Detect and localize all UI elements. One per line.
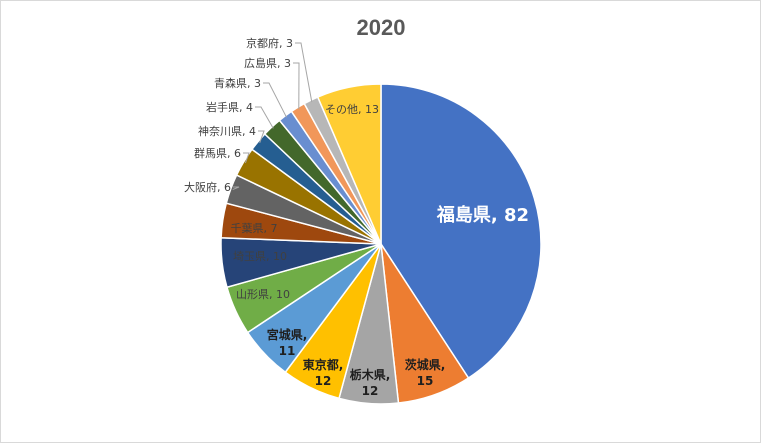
data-label: 東京都, 12 (303, 357, 344, 388)
leader-line (258, 130, 265, 143)
data-label-name: 東京都, (303, 357, 344, 372)
pie-slices (220, 83, 542, 405)
data-label: 千葉県, 7 (231, 221, 278, 235)
data-labels: 福島県, 82 茨城県, 15 栃木県, 12 東京都, 12 宮城県, 11 山形県, 10 埼玉… (184, 36, 529, 398)
data-label: 広島県, 3 (244, 56, 291, 70)
leader-line (293, 62, 300, 110)
leader-line (255, 106, 274, 129)
pie-slice (316, 83, 382, 245)
leader-line (295, 42, 313, 103)
data-label: 栃木県, 12 (350, 367, 391, 398)
data-label-name: 茨城県, (405, 357, 446, 372)
data-label-value: 11 (279, 344, 296, 358)
data-label: 青森県, 3 (214, 76, 261, 90)
data-label: 神奈川県, 4 (198, 124, 256, 138)
data-label: 山形県, 10 (236, 288, 290, 301)
data-label: 群馬県, 6 (194, 146, 241, 160)
data-label: 福島県, 82 (436, 204, 529, 226)
data-label-value: 15 (417, 374, 434, 388)
data-label: 茨城県, 15 (405, 357, 446, 388)
data-label: 京都府, 3 (246, 36, 293, 50)
leader-line (243, 152, 250, 164)
data-label: 大阪府, 6 (184, 180, 231, 194)
data-label-value: 12 (315, 374, 332, 388)
data-label: 宮城県, 11 (267, 327, 308, 358)
leader-line (232, 186, 240, 191)
data-label-value: 12 (362, 384, 379, 398)
data-label: その他, 13 (325, 103, 379, 116)
data-label: 埼玉県, 10 (233, 249, 287, 263)
leader-line (263, 82, 287, 118)
chart-title: 2020 (357, 15, 406, 40)
data-label-name: 栃木県, (350, 367, 391, 382)
data-label-name: 宮城県, (267, 327, 308, 342)
leader-lines (232, 42, 313, 191)
data-label: 岩手県, 4 (206, 100, 253, 114)
